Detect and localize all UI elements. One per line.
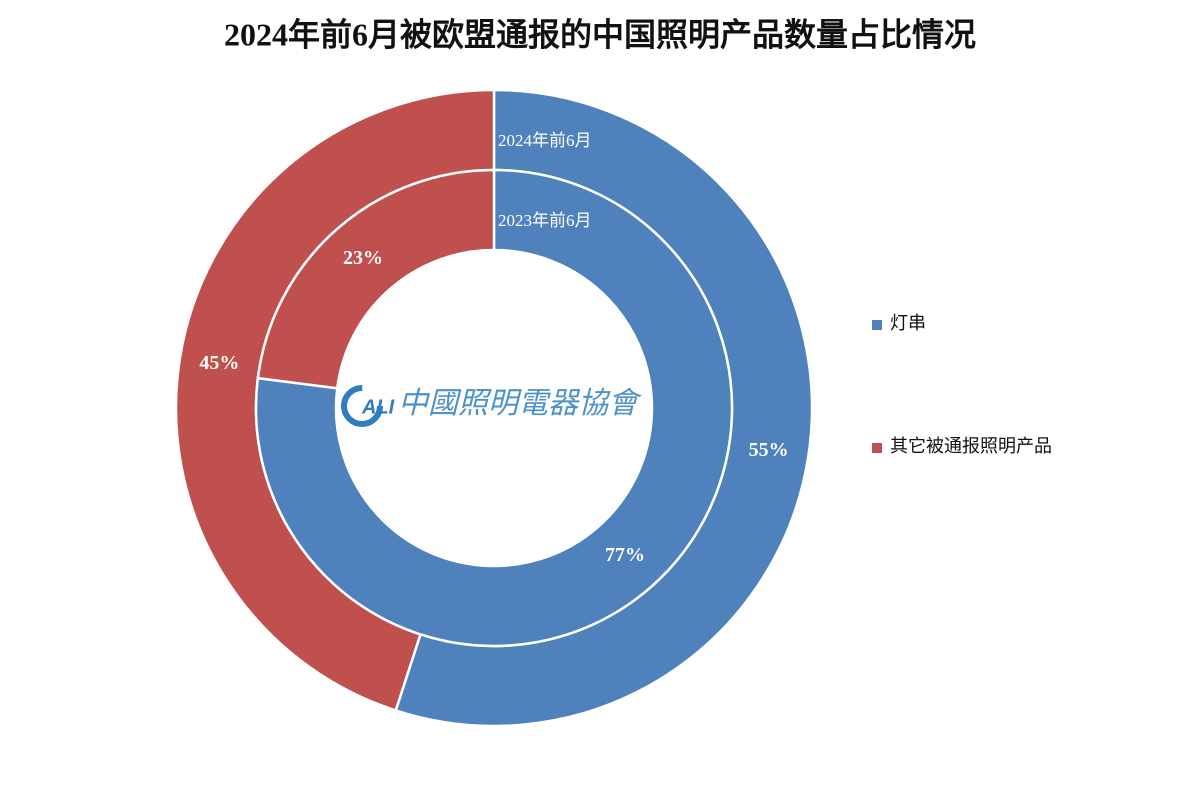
data-label: 45%: [199, 352, 239, 374]
ring-label: 2023年前6月: [498, 211, 592, 230]
donut-segment: [256, 168, 496, 390]
legend-label: 灯串: [890, 313, 926, 333]
legend-swatch: [872, 320, 882, 330]
legend-swatch: [872, 443, 882, 453]
legend-label: 其它被通报照明产品: [890, 436, 1052, 456]
logo-text: ALI: [361, 396, 395, 418]
logo-mark: [341, 385, 383, 427]
ring-label: 2024年前6月: [498, 131, 592, 150]
chart-title: 2024年前6月被欧盟通报的中国照明产品数量占比情况: [224, 16, 976, 52]
data-label: 55%: [749, 439, 789, 461]
donut-segment: [254, 168, 734, 648]
watermark-text: 中國照明電器協會: [398, 387, 642, 420]
data-label: 77%: [605, 544, 645, 566]
data-label: 23%: [343, 247, 383, 269]
